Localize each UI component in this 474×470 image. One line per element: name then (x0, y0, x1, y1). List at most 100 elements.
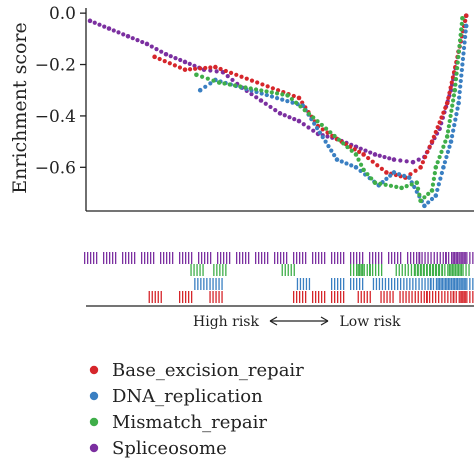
legend-label: Mismatch_repair (112, 412, 267, 433)
barcode-hit (255, 252, 257, 264)
barcode-hit (362, 252, 364, 264)
barcode-hit (472, 278, 474, 290)
data-point (391, 157, 397, 162)
data-point (384, 176, 389, 181)
data-point (208, 65, 213, 70)
barcode-hit (185, 252, 187, 264)
barcode-hit (464, 278, 466, 290)
data-point (441, 165, 446, 170)
legend-label: Base_excision_repair (112, 360, 304, 381)
data-point (140, 39, 145, 45)
barcode-hit (454, 252, 456, 264)
barcode-hit (350, 252, 352, 264)
barcode-hit (125, 252, 127, 264)
barcode-hit (281, 264, 283, 276)
data-point (234, 72, 239, 77)
data-point (433, 193, 439, 198)
data-point (336, 137, 341, 142)
data-point (462, 40, 467, 45)
data-point (433, 129, 438, 135)
barcode-hit (356, 278, 358, 290)
barcode-hit (410, 264, 413, 276)
data-point (429, 196, 435, 202)
data-point (203, 84, 208, 89)
data-point (445, 129, 451, 134)
barcode-hit (334, 252, 336, 264)
barcode-hit (226, 252, 228, 264)
data-point (102, 24, 107, 29)
data-point (410, 159, 416, 165)
data-point (182, 67, 188, 72)
legend-label: DNA_replication (112, 386, 263, 407)
data-point (431, 176, 436, 181)
barcode-hit (446, 278, 448, 290)
barcode-hit (242, 252, 244, 264)
y-tick-label: −0.4 (35, 107, 76, 127)
data-point (377, 153, 382, 158)
barcode-hit (209, 291, 211, 303)
barcode-hit (448, 264, 451, 276)
barcode-hit (299, 291, 301, 303)
data-point (458, 78, 463, 84)
barcode-hit (452, 278, 454, 290)
barcode-hit (378, 252, 380, 264)
barcode-hit (444, 264, 446, 276)
data-point (361, 152, 366, 157)
barcode-hit (432, 264, 435, 276)
barcode-hit (221, 291, 223, 303)
barcode-hit (459, 264, 461, 276)
data-point (375, 163, 380, 168)
data-point (457, 95, 462, 100)
data-point (459, 21, 464, 26)
barcode-hit (302, 278, 305, 290)
data-point (325, 134, 330, 139)
data-point (323, 126, 329, 131)
data-point (144, 41, 150, 47)
barcode-hit (401, 264, 403, 276)
barcode-hit (469, 278, 471, 290)
barcode-hit (363, 291, 365, 303)
data-point (447, 90, 452, 95)
data-point (459, 67, 464, 73)
barcode-hit (439, 252, 441, 264)
data-point (455, 106, 460, 111)
barcode-hit (218, 291, 220, 303)
barcode-hit (416, 264, 419, 276)
data-point (194, 72, 199, 78)
data-point (277, 111, 283, 116)
data-point (368, 150, 373, 155)
barcode-hit (372, 252, 374, 264)
barcode-hit (429, 264, 431, 276)
barcode-hit (378, 264, 380, 276)
data-point (159, 49, 164, 54)
data-point (280, 97, 285, 102)
barcode-hit (321, 252, 323, 264)
data-point (291, 93, 296, 99)
y-ticks: 0.0 −0.2 −0.4 −0.6 (35, 4, 86, 178)
barcode-hit (299, 252, 301, 264)
data-point (302, 108, 307, 113)
barcode-hit (457, 252, 459, 264)
barcode-hit (391, 252, 393, 264)
data-point (285, 99, 290, 104)
data-point (255, 80, 260, 85)
data-point (443, 105, 448, 110)
barcode-hit (420, 291, 422, 303)
barcode-hit (402, 291, 404, 303)
data-point (450, 103, 455, 108)
barcode-hit (378, 278, 381, 290)
data-point (349, 148, 354, 153)
data-point (432, 170, 437, 176)
barcode-hit (416, 252, 418, 264)
barcode-hit (417, 291, 419, 303)
data-point (214, 69, 219, 74)
barcode-hit (308, 278, 311, 290)
data-point (339, 159, 344, 164)
barcode-hit (163, 252, 165, 264)
barcode-hit (362, 264, 364, 276)
barcode-hit (296, 291, 298, 303)
data-point (396, 172, 402, 177)
data-point (437, 120, 442, 125)
barcode-hit (403, 278, 405, 290)
